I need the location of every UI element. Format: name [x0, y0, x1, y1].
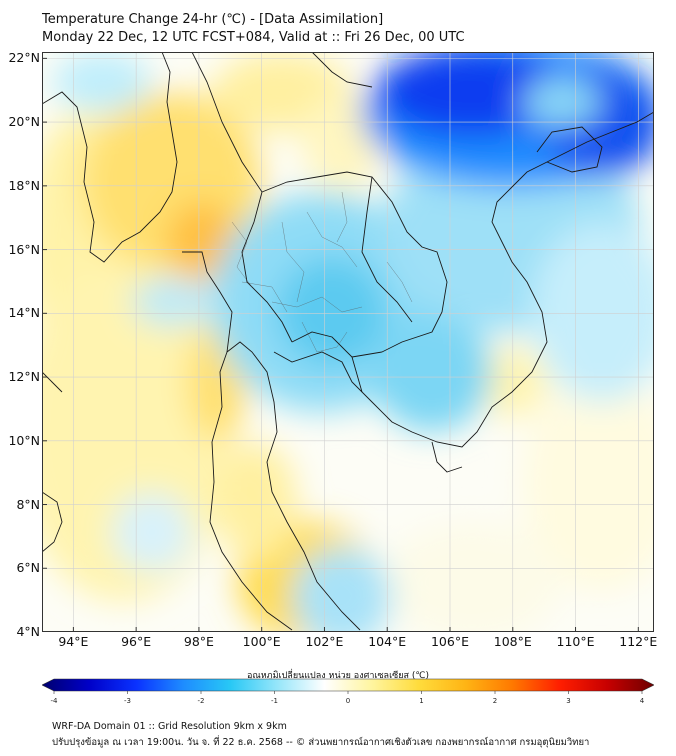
- lat-tick-label: 20°N: [8, 114, 40, 130]
- footer-credit: ปรับปรุงข้อมูล ณ เวลา 19:00น. วัน จ. ที่…: [52, 737, 590, 748]
- lon-tick-label: 110°E: [556, 634, 595, 649]
- lat-tick-label: 12°N: [8, 369, 40, 385]
- colorbar-tick-label: 3: [566, 697, 570, 705]
- lat-tick-label: 4°N: [16, 624, 40, 639]
- colorbar-tick-label: -3: [124, 697, 131, 705]
- colorbar-tick-label: -1: [271, 697, 278, 705]
- colorbar-tick-label: 2: [493, 697, 497, 705]
- lon-tick-label: 112°E: [619, 634, 658, 649]
- footer-model-info: WRF-DA Domain 01 :: Grid Resolution 9km …: [52, 721, 287, 732]
- lon-tick-label: 108°E: [493, 634, 532, 649]
- temperature-change-map: [42, 52, 654, 632]
- map-gridlines: [42, 52, 654, 632]
- map-title: Temperature Change 24-hr (℃) - [Data Ass…: [42, 12, 384, 27]
- colorbar-tick-label: 0: [346, 697, 350, 705]
- lon-tick-label: 96°E: [121, 634, 152, 649]
- colorbar-tick-label: -4: [51, 697, 59, 705]
- lat-tick-label: 6°N: [16, 560, 40, 576]
- province-borders: [231, 191, 413, 353]
- lon-tick-label: 100°E: [242, 634, 281, 649]
- colorbar-tick-label: -2: [198, 697, 205, 705]
- lon-tick-marks: [72, 627, 639, 632]
- map-subtitle: Monday 22 Dec, 12 UTC FCST+084, Valid at…: [42, 30, 465, 45]
- lon-tick-label: 98°E: [183, 634, 214, 649]
- colorbar-label: อุณหภูมิเปลี่ยนแปลง หน่วย องศาเซลเซียส (…: [246, 671, 430, 681]
- colorbar-tick-label: 1: [419, 697, 423, 705]
- lat-tick-label: 16°N: [8, 241, 40, 257]
- lat-tick-label: 8°N: [16, 496, 40, 512]
- lat-tick-label: 14°N: [8, 305, 40, 321]
- lat-tick-label: 18°N: [8, 177, 40, 193]
- lat-tick-label: 10°N: [8, 432, 40, 448]
- lon-tick-label: 104°E: [368, 634, 407, 649]
- lat-tick-marks: [42, 57, 47, 632]
- colorbar: -4 -3 -2 -1 0 1 2 3 4: [42, 678, 654, 705]
- coastlines-and-borders: [42, 52, 654, 631]
- colorbar-bar: [42, 678, 654, 692]
- temperature-change-field: [42, 52, 654, 632]
- colorbar-tick-label: 4: [640, 697, 645, 705]
- lon-tick-label: 102°E: [305, 634, 344, 649]
- lat-tick-label: 22°N: [8, 50, 40, 66]
- lon-tick-label: 106°E: [430, 634, 469, 649]
- lon-tick-label: 94°E: [58, 634, 89, 649]
- map-border: [42, 52, 654, 632]
